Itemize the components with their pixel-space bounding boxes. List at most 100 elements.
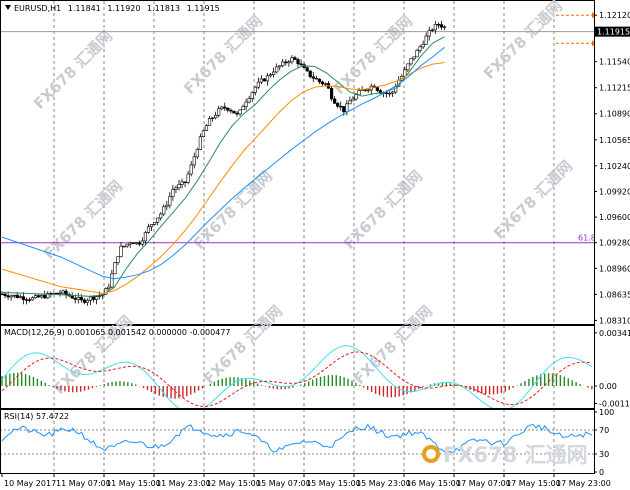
macd-panel-frame (0, 325, 595, 409)
fib-61-8-label: 61.8 (578, 234, 596, 243)
price-tick-label: 1.09920 (599, 187, 630, 196)
candle-body (348, 100, 352, 105)
candle-body (418, 46, 422, 51)
candle-body (305, 67, 309, 72)
candle-body (232, 110, 236, 114)
candle-body (88, 296, 93, 301)
candle-body (73, 297, 77, 300)
candle-body (214, 114, 218, 119)
candle-body (18, 296, 22, 299)
candle-body (110, 273, 114, 288)
candle-body (21, 296, 25, 300)
candle-body (311, 76, 315, 79)
candle-body (198, 136, 202, 150)
candle-body (9, 295, 13, 298)
rsi-line (1, 423, 593, 454)
price-tick-label: 1.10565 (599, 136, 630, 145)
candle-body (30, 297, 35, 301)
price-tick-label: 1.08310 (599, 316, 630, 325)
candle-body (64, 290, 68, 295)
candle-body (259, 78, 263, 83)
candle-body (391, 91, 395, 94)
current-price-label: 1.11915 (597, 28, 630, 37)
candle-body (192, 156, 196, 166)
main-panel-frame (0, 0, 595, 325)
price-tick-label: 1.10890 (599, 110, 630, 119)
price-axis: 1.12120 1.11540 1.11215 1.10890 1.10565 1.102… (594, 11, 630, 325)
candle-body (33, 295, 38, 299)
rsi-panel-frame (0, 409, 595, 474)
candle-body (387, 92, 392, 95)
candle-body (442, 26, 447, 28)
candle-body (162, 206, 166, 215)
candle-body (189, 164, 193, 175)
candle-body (76, 297, 80, 300)
candle-body (12, 294, 16, 297)
candle-body (95, 296, 99, 300)
candle-body (403, 69, 407, 77)
rsi-tick-label: 100 (599, 408, 614, 417)
candle-body (226, 107, 230, 111)
candle-body (253, 86, 257, 93)
candle-body (85, 300, 90, 303)
candle-body (333, 98, 337, 104)
candle-body (195, 149, 199, 158)
candle-body (427, 30, 431, 37)
candle-body (281, 61, 285, 67)
candle-body (125, 243, 129, 247)
candle-body (247, 98, 251, 103)
candle-body (296, 59, 300, 65)
candle-body (177, 184, 181, 189)
candle-body (116, 256, 120, 263)
chart-header: EURUSD,H1 1.11841 1.11920 1.11813 1.1191… (14, 4, 220, 13)
candle-body (58, 292, 62, 295)
candle-body (406, 63, 410, 71)
candle-body (229, 109, 233, 112)
rsi-label: RSI(14) 57.4722 (4, 412, 69, 421)
candle-body (308, 70, 312, 77)
candle-body (37, 295, 41, 298)
candle-body (412, 56, 416, 60)
candle-body (70, 295, 74, 299)
candle-body (339, 105, 343, 108)
rsi-tick-label: 70 (599, 426, 609, 435)
price-tick-label: 1.11215 (599, 84, 630, 93)
time-tick-label: 10 May 2017 (4, 479, 56, 488)
candle-body (275, 66, 279, 73)
candle-body (223, 106, 227, 109)
vertical-grid (53, 1, 555, 473)
time-tick-label: 17 May 15:00 (506, 479, 561, 488)
candle-body (113, 262, 117, 275)
watermark-text: FX678 汇通网 (340, 167, 426, 253)
candle-body (354, 94, 358, 100)
price-tick-label: 1.12120 (599, 11, 630, 20)
candle-body (317, 78, 321, 83)
candle-body (82, 299, 86, 303)
time-tick-label: 11 May 07:00 (56, 479, 111, 488)
macd-histogram (1, 372, 593, 399)
candle-body (220, 106, 224, 110)
watermark-text: FX678 汇通网 (330, 12, 416, 98)
candle-body (336, 103, 340, 107)
candle-body (329, 87, 334, 100)
trade-arrow-head (592, 12, 594, 19)
candle-body (180, 181, 184, 185)
header-triangle-icon (5, 5, 11, 10)
candle-body (186, 173, 190, 183)
candle-body (345, 103, 349, 113)
candle-body (140, 240, 144, 245)
candle-body (171, 189, 175, 197)
macd-axis: 0.003418 0.00 -0.00112 (594, 329, 630, 408)
candle-body (43, 294, 47, 299)
candle-body (6, 295, 10, 298)
candle-body (137, 242, 141, 245)
candle-body (152, 222, 157, 225)
candle-body (107, 286, 111, 289)
candles (1, 20, 447, 306)
candle-body (24, 299, 29, 301)
candle-body (27, 299, 32, 301)
candle-body (265, 75, 270, 82)
candle-body (174, 187, 178, 191)
candle-body (363, 89, 367, 91)
price-tick-label: 1.08960 (599, 264, 630, 273)
